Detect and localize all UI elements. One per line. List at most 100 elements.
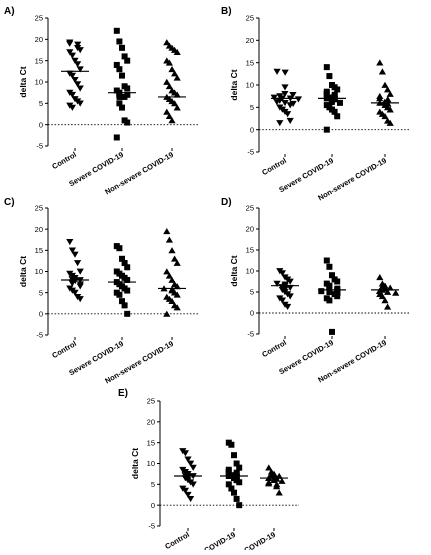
data-point bbox=[328, 98, 335, 105]
y-axis-label: delta Ct bbox=[229, 255, 239, 286]
data-point bbox=[163, 310, 171, 317]
data-point bbox=[124, 57, 131, 64]
data-point bbox=[228, 485, 235, 492]
y-tick-label: -5 bbox=[36, 331, 43, 340]
data-point bbox=[334, 293, 341, 300]
data-point bbox=[163, 108, 171, 115]
series-1 bbox=[61, 238, 89, 303]
y-tick-label: 25 bbox=[35, 204, 43, 213]
y-tick-label: -5 bbox=[247, 330, 254, 339]
y-tick-label: 15 bbox=[35, 56, 43, 65]
data-point bbox=[375, 287, 384, 295]
y-tick-label: 15 bbox=[246, 246, 254, 255]
y-tick-label: 0 bbox=[250, 125, 254, 134]
data-point bbox=[119, 44, 125, 51]
data-point bbox=[189, 464, 197, 471]
y-tick-label: 5 bbox=[250, 103, 254, 112]
data-point bbox=[265, 464, 273, 471]
y-tick-label: 25 bbox=[246, 14, 254, 23]
data-point bbox=[124, 310, 131, 317]
series-3 bbox=[158, 228, 186, 317]
data-point bbox=[236, 479, 243, 486]
data-point bbox=[168, 276, 176, 283]
data-point bbox=[171, 255, 179, 262]
y-axis-label: delta Ct bbox=[18, 256, 28, 287]
data-point bbox=[323, 90, 330, 97]
data-point bbox=[381, 113, 389, 120]
series-2 bbox=[108, 27, 136, 141]
x-category-label: Control bbox=[163, 530, 191, 550]
data-point bbox=[121, 302, 128, 309]
data-point bbox=[326, 73, 333, 80]
data-point bbox=[392, 289, 400, 296]
data-point bbox=[334, 86, 341, 93]
data-point bbox=[276, 120, 284, 127]
data-point bbox=[68, 104, 76, 111]
data-point bbox=[384, 86, 392, 93]
data-point bbox=[76, 47, 84, 54]
data-point bbox=[168, 297, 176, 305]
data-point bbox=[273, 483, 281, 490]
data-point bbox=[270, 94, 278, 101]
data-point bbox=[165, 83, 173, 90]
y-tick-label: 15 bbox=[246, 58, 254, 67]
data-point bbox=[116, 291, 123, 298]
data-point bbox=[328, 94, 335, 101]
data-point bbox=[165, 272, 173, 279]
series-3 bbox=[158, 39, 186, 124]
data-point bbox=[326, 297, 333, 304]
data-point bbox=[334, 113, 341, 120]
series-1 bbox=[270, 68, 303, 127]
x-category-label: Control bbox=[50, 339, 78, 360]
data-point bbox=[163, 78, 171, 85]
data-point bbox=[236, 502, 243, 509]
data-point bbox=[236, 464, 243, 471]
data-point bbox=[124, 85, 131, 92]
y-tick-label: 10 bbox=[147, 459, 155, 468]
data-point bbox=[284, 303, 292, 310]
data-point bbox=[323, 64, 330, 71]
data-point bbox=[378, 292, 386, 300]
series-3 bbox=[260, 464, 288, 496]
data-point bbox=[163, 228, 171, 235]
series-2 bbox=[318, 257, 346, 335]
y-axis-label: delta Ct bbox=[130, 448, 140, 479]
y-tick-label: 10 bbox=[35, 267, 43, 276]
y-tick-label: 5 bbox=[39, 99, 43, 108]
series-1 bbox=[61, 39, 89, 111]
data-point bbox=[173, 74, 181, 81]
y-tick-label: 0 bbox=[39, 309, 43, 318]
y-tick-label: -5 bbox=[36, 142, 43, 151]
data-point bbox=[181, 487, 189, 494]
y-tick-label: 0 bbox=[250, 309, 254, 318]
data-point bbox=[76, 85, 84, 92]
panel-label: E) bbox=[118, 388, 128, 399]
data-point bbox=[184, 456, 192, 463]
data-point bbox=[119, 255, 125, 262]
y-tick-label: 20 bbox=[147, 417, 155, 426]
series-1 bbox=[174, 448, 202, 503]
y-tick-label: 25 bbox=[147, 397, 155, 406]
data-point bbox=[165, 59, 173, 66]
data-point bbox=[323, 126, 330, 133]
data-point bbox=[121, 53, 128, 60]
data-point bbox=[278, 297, 286, 304]
data-point bbox=[68, 52, 76, 59]
data-point bbox=[278, 270, 286, 277]
y-tick-label: 0 bbox=[151, 501, 155, 510]
data-point bbox=[173, 48, 181, 56]
data-point bbox=[286, 117, 294, 124]
data-point bbox=[386, 119, 394, 126]
data-point bbox=[173, 304, 181, 311]
y-tick-label: 10 bbox=[35, 78, 43, 87]
panel-label: B) bbox=[221, 6, 232, 17]
data-point bbox=[116, 100, 123, 107]
data-point bbox=[168, 247, 176, 254]
data-point bbox=[184, 491, 192, 498]
data-point bbox=[386, 90, 394, 97]
data-point bbox=[181, 450, 189, 457]
data-point bbox=[270, 476, 278, 484]
